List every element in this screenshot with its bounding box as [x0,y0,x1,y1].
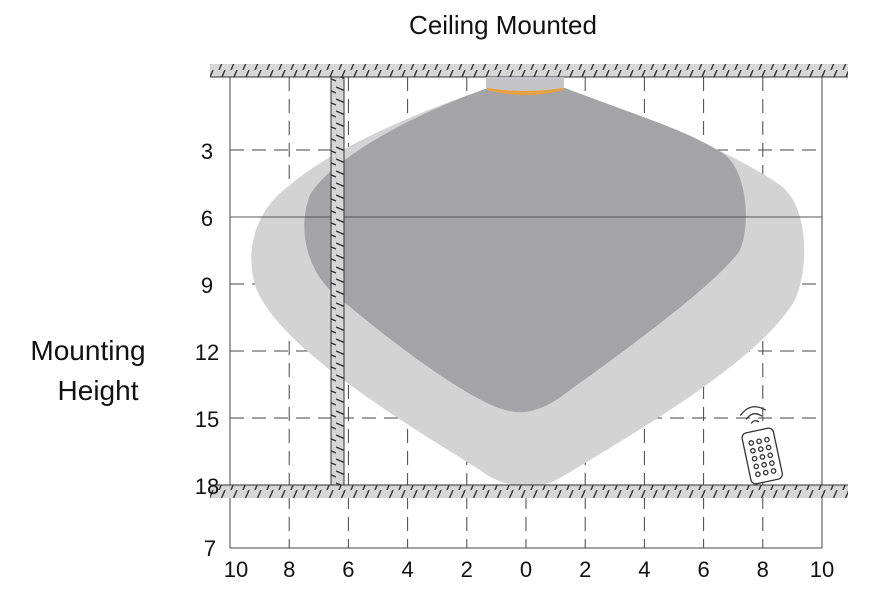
floor-band [210,485,848,498]
y-axis-label-line2: Height [58,375,139,406]
ceiling-band [210,64,848,77]
y-tick-label: 9 [201,273,213,298]
diagram-title: Ceiling Mounted [409,10,597,40]
y-tick-label: 12 [195,340,219,365]
remote-button [757,446,764,452]
remote-button [764,436,770,443]
y-tick-bottom: 7 [204,536,216,561]
y-tick-label: 6 [201,206,213,231]
remote-button [756,438,762,445]
x-tick-label: 6 [697,557,709,582]
remote-button [770,468,777,474]
x-tick-label: 6 [342,557,354,582]
ceiling-sensor-icon [486,77,564,95]
x-tick-label: 10 [224,557,248,582]
remote-button [748,440,755,446]
x-tick-label: 4 [401,557,413,582]
x-tick-label: 2 [579,557,591,582]
remote-button [761,461,767,468]
remote-button [753,463,760,470]
x-tick-label: 0 [520,557,532,582]
y-tick-label: 18 [195,474,219,499]
remote-button [750,447,756,454]
remote-control-icon [739,406,783,485]
remote-button [769,460,775,466]
x-tick-label: 10 [810,557,834,582]
x-tick-label: 8 [283,557,295,582]
remote-button [759,454,766,460]
x-tick-label: 2 [461,557,473,582]
x-tick-label: 8 [757,557,769,582]
wall-icon [330,76,345,486]
x-tick-label: 4 [638,557,650,582]
remote-button [765,444,772,451]
y-tick-label: 3 [201,139,213,164]
remote-button [751,455,758,462]
y-axis-label-line1: Mounting [30,335,145,366]
y-tick-label: 15 [195,407,219,432]
remote-button [755,471,761,478]
remote-button [762,469,769,476]
remote-button [767,452,774,459]
inner-coverage-zone [304,88,746,413]
